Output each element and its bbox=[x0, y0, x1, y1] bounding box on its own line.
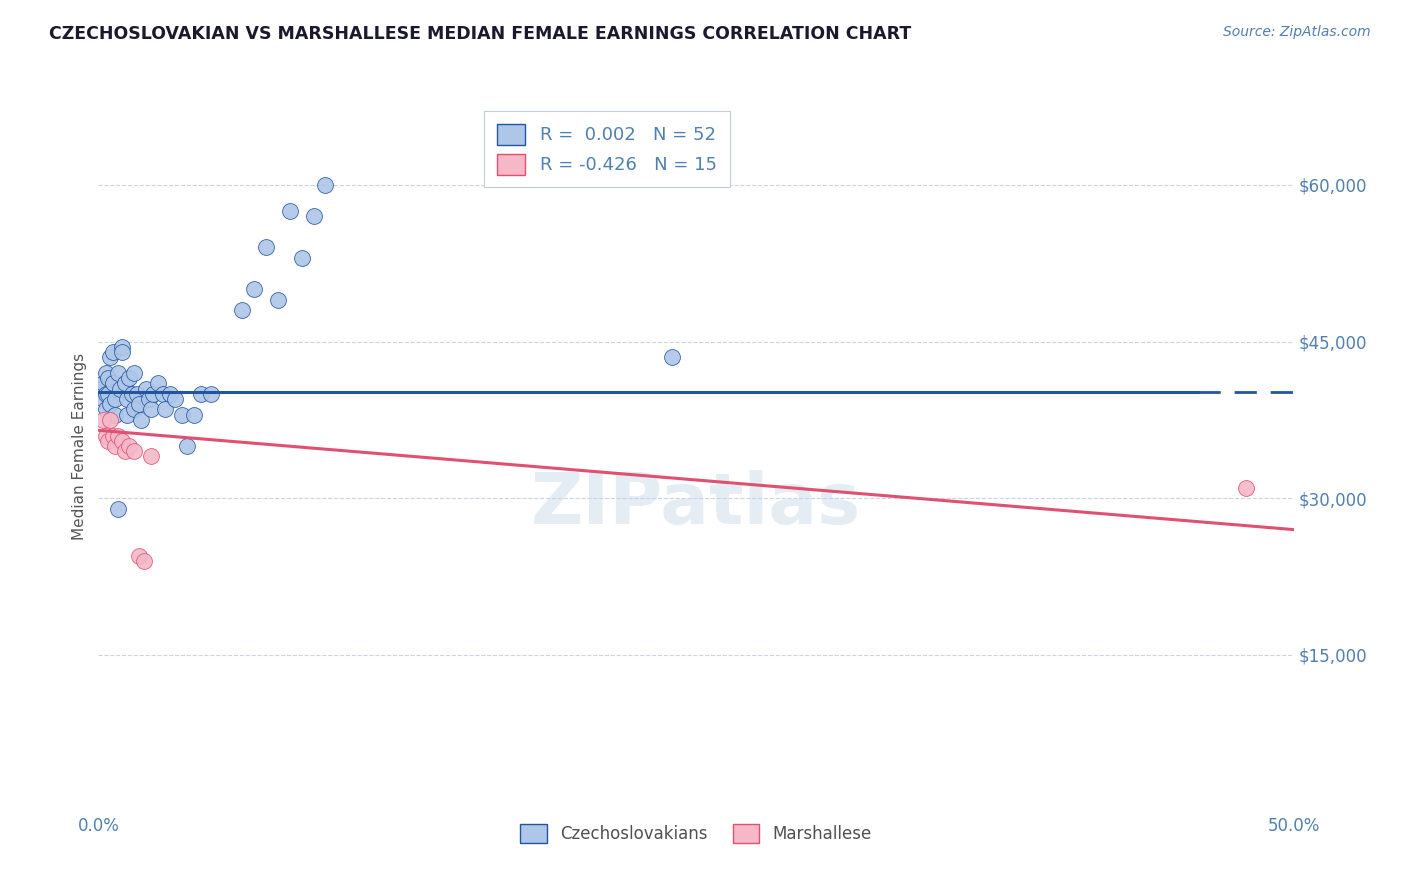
Point bbox=[108, 382, 131, 396]
Point bbox=[159, 386, 181, 401]
Point bbox=[91, 413, 114, 427]
Point bbox=[111, 434, 134, 448]
Point bbox=[200, 386, 222, 401]
Point bbox=[101, 376, 124, 391]
Point bbox=[118, 439, 141, 453]
Point bbox=[104, 439, 127, 453]
Text: ZIPatlas: ZIPatlas bbox=[531, 470, 860, 539]
Point bbox=[172, 408, 194, 422]
Point bbox=[131, 413, 153, 427]
Point bbox=[291, 251, 314, 265]
Point bbox=[107, 366, 129, 380]
Point bbox=[121, 386, 143, 401]
Point bbox=[124, 366, 146, 380]
Point bbox=[128, 397, 150, 411]
Point bbox=[107, 501, 129, 516]
Point bbox=[190, 386, 212, 401]
Point bbox=[135, 382, 157, 396]
Point bbox=[91, 392, 114, 406]
Point bbox=[139, 402, 162, 417]
Point bbox=[98, 397, 122, 411]
Point bbox=[111, 345, 134, 359]
Point bbox=[97, 386, 120, 401]
Text: CZECHOSLOVAKIAN VS MARSHALLESE MEDIAN FEMALE EARNINGS CORRELATION CHART: CZECHOSLOVAKIAN VS MARSHALLESE MEDIAN FE… bbox=[49, 25, 911, 43]
Point bbox=[91, 376, 114, 391]
Point bbox=[155, 402, 177, 417]
Point bbox=[104, 408, 127, 422]
Y-axis label: Median Female Earnings: Median Female Earnings bbox=[72, 352, 87, 540]
Point bbox=[138, 392, 160, 406]
Point bbox=[97, 434, 120, 448]
Point bbox=[115, 392, 138, 406]
Point bbox=[148, 376, 170, 391]
Point bbox=[267, 293, 290, 307]
Point bbox=[111, 340, 134, 354]
Point bbox=[114, 376, 136, 391]
Point bbox=[115, 408, 138, 422]
Point bbox=[125, 386, 148, 401]
Point bbox=[94, 366, 117, 380]
Point bbox=[152, 386, 174, 401]
Point bbox=[176, 439, 198, 453]
Point bbox=[94, 402, 117, 417]
Point bbox=[94, 428, 117, 442]
Point bbox=[128, 549, 150, 563]
Point bbox=[183, 408, 205, 422]
Text: Source: ZipAtlas.com: Source: ZipAtlas.com bbox=[1223, 25, 1371, 39]
Point bbox=[124, 444, 146, 458]
Legend: Czechoslovakians, Marshallese: Czechoslovakians, Marshallese bbox=[509, 812, 883, 855]
Point bbox=[114, 444, 136, 458]
Point bbox=[302, 209, 325, 223]
Point bbox=[163, 392, 186, 406]
Point bbox=[243, 282, 266, 296]
Point bbox=[101, 345, 124, 359]
Point bbox=[278, 203, 301, 218]
Point bbox=[231, 303, 253, 318]
Point bbox=[139, 450, 162, 464]
Point bbox=[142, 386, 165, 401]
Point bbox=[315, 178, 337, 192]
Point bbox=[98, 350, 122, 364]
Point bbox=[118, 371, 141, 385]
Point bbox=[98, 413, 122, 427]
Point bbox=[97, 371, 120, 385]
Point bbox=[132, 554, 155, 568]
Point bbox=[104, 392, 127, 406]
Point bbox=[661, 350, 683, 364]
Point bbox=[1234, 481, 1257, 495]
Point bbox=[254, 240, 277, 254]
Point bbox=[124, 402, 146, 417]
Point bbox=[101, 428, 124, 442]
Point bbox=[107, 428, 129, 442]
Point bbox=[94, 386, 117, 401]
Point bbox=[90, 382, 112, 396]
